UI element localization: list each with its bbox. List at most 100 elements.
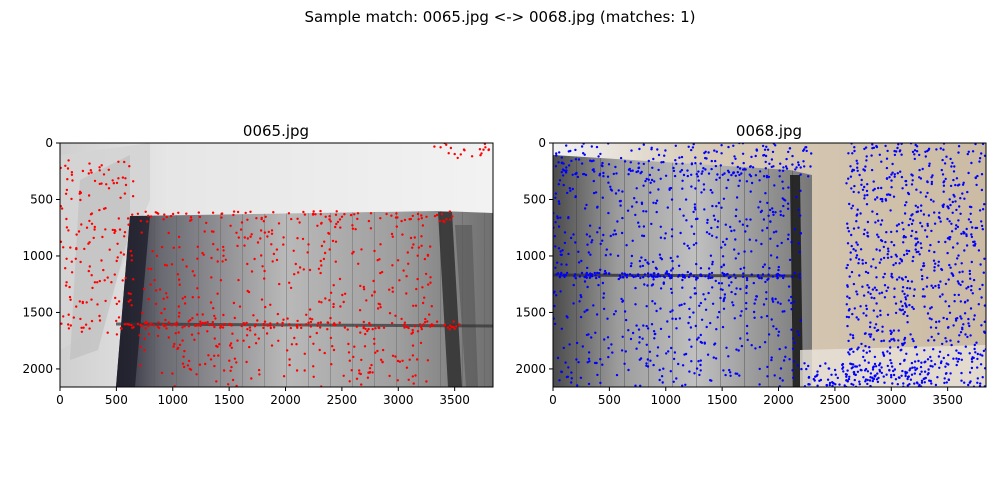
keypoint [702, 167, 705, 170]
keypoint [566, 191, 569, 195]
keypoint [621, 190, 624, 193]
keypoint [983, 367, 986, 370]
keypoint [391, 264, 394, 267]
keypoint [649, 191, 652, 194]
keypoint [710, 226, 713, 230]
keypoint [861, 285, 864, 288]
keypoint [864, 332, 867, 335]
keypoint [962, 181, 965, 184]
keypoint [920, 246, 923, 250]
keypoint [843, 384, 846, 387]
keypoint [690, 173, 693, 176]
keypoint [195, 373, 198, 376]
keypoint [293, 336, 296, 340]
keypoint [147, 297, 150, 301]
keypoint [126, 217, 130, 220]
keypoint [890, 230, 893, 234]
keypoint [558, 379, 561, 382]
keypoint [903, 292, 906, 296]
keypoint [782, 198, 786, 201]
keypoint [396, 359, 400, 363]
keypoint [933, 363, 937, 366]
keypoint [646, 261, 649, 264]
keypoint [857, 346, 860, 349]
keypoint [326, 321, 329, 324]
keypoint [483, 143, 487, 146]
keypoint [904, 179, 908, 183]
keypoint [963, 231, 966, 235]
keypoint [403, 218, 407, 222]
keypoint [662, 160, 665, 164]
keypoint [865, 155, 868, 158]
keypoint [896, 146, 899, 150]
keypoint [784, 165, 788, 168]
keypoint [187, 325, 191, 328]
keypoint [172, 246, 175, 249]
keypoint [919, 242, 922, 245]
keypoint [690, 162, 694, 165]
keypoint [915, 145, 919, 148]
keypoint [711, 286, 714, 289]
keypoint [815, 374, 818, 378]
keypoint [906, 294, 909, 297]
keypoint [181, 362, 185, 365]
keypoint [697, 336, 700, 339]
keypoint [590, 145, 593, 148]
keypoint [854, 365, 857, 368]
keypoint [920, 381, 924, 384]
keypoint [929, 379, 932, 383]
keypoint [682, 173, 686, 177]
keypoint [824, 362, 827, 365]
keypoint [957, 282, 960, 285]
keypoint [876, 233, 879, 236]
keypoint [928, 249, 931, 252]
keypoint [906, 321, 909, 324]
keypoint [594, 331, 597, 334]
keypoint [222, 254, 225, 257]
keypoint [479, 154, 482, 157]
keypoint [773, 374, 776, 377]
keypoint [373, 342, 376, 345]
keypoint [786, 202, 790, 205]
keypoint [68, 295, 72, 299]
keypoint [961, 183, 965, 186]
keypoint [197, 332, 200, 335]
keypoint [367, 219, 371, 223]
keypoint [734, 276, 737, 280]
keypoint [82, 326, 85, 329]
keypoint [860, 178, 863, 182]
keypoint [569, 189, 572, 192]
keypoint [175, 324, 178, 327]
keypoint [77, 230, 81, 233]
keypoint [332, 305, 335, 309]
keypoint [673, 351, 677, 354]
keypoint [949, 266, 952, 269]
keypoint [909, 217, 912, 221]
keypoint [581, 345, 584, 348]
keypoint [151, 250, 154, 253]
keypoint [930, 229, 933, 233]
keypoint [698, 373, 701, 377]
keypoint [873, 362, 877, 366]
keypoint [129, 292, 132, 296]
keypoint [791, 369, 794, 372]
keypoint [882, 256, 886, 260]
keypoint [659, 327, 663, 331]
keypoint [630, 254, 634, 258]
keypoint [978, 384, 982, 387]
ytick-label: 1500 [22, 305, 53, 319]
keypoint [145, 321, 149, 325]
keypoint [369, 212, 373, 215]
keypoint [681, 278, 684, 282]
keypoint [804, 146, 807, 149]
keypoint [571, 187, 574, 191]
keypoint [865, 314, 868, 317]
keypoint [570, 371, 573, 374]
keypoint [105, 183, 108, 186]
keypoint [295, 323, 299, 327]
keypoint [875, 276, 878, 279]
keypoint [858, 383, 861, 386]
keypoint [864, 344, 867, 348]
keypoint [846, 222, 849, 225]
